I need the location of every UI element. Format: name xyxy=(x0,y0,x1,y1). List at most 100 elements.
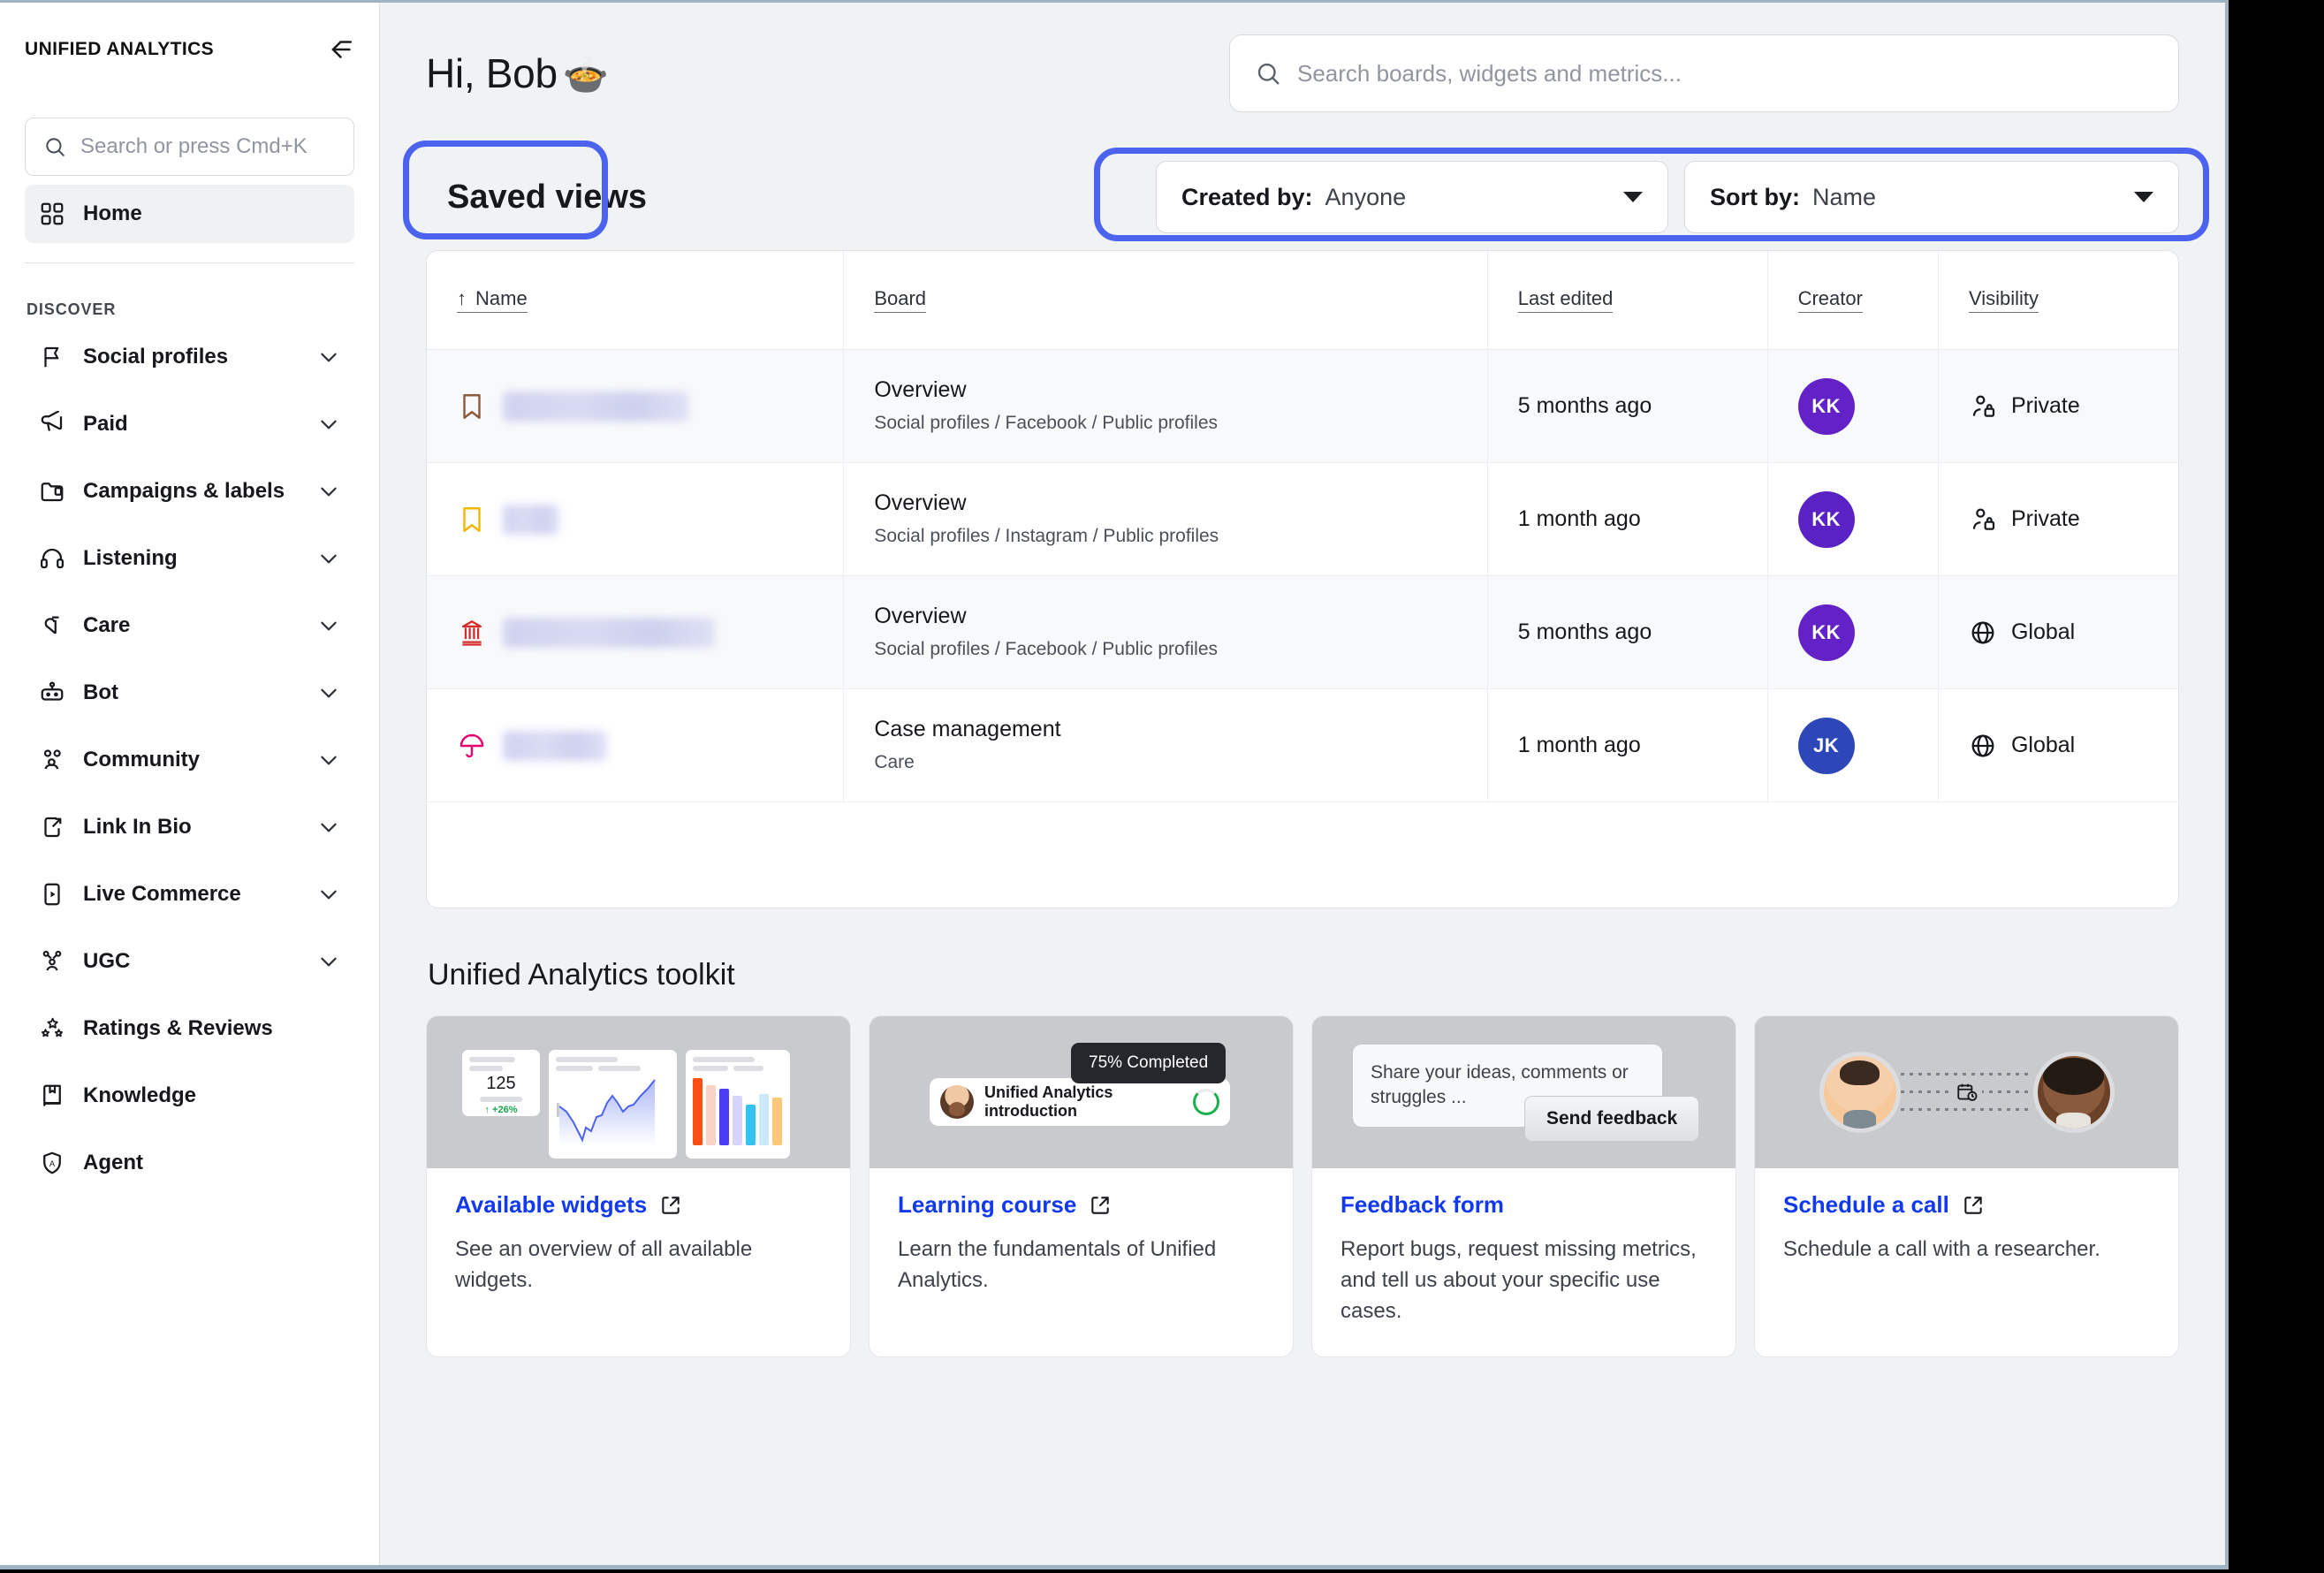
researcher-avatar-right xyxy=(2032,1052,2115,1133)
filter-group: Created by: Anyone Sort by: Name xyxy=(1156,161,2179,233)
table-header: ↑ Name Board Last edited Creator Visi xyxy=(427,251,2178,350)
column-header-board[interactable]: Board xyxy=(844,251,1488,349)
external-link-icon xyxy=(1089,1194,1112,1217)
sidebar-item-ratings-reviews[interactable]: Ratings & Reviews xyxy=(25,999,354,1058)
card-preview-schedule xyxy=(1755,1016,2178,1168)
send-feedback-button[interactable]: Send feedback xyxy=(1524,1096,1700,1142)
chevron-down-icon[interactable] xyxy=(1623,192,1643,202)
card-link-label: Learning course xyxy=(898,1191,1077,1218)
sidebar-item-label-home: Home xyxy=(83,201,142,225)
user-network-icon xyxy=(39,948,65,975)
sidebar-item-agent[interactable]: A Agent xyxy=(25,1134,354,1192)
sidebar-item-label-0: Social profiles xyxy=(83,345,229,369)
avatar: KK xyxy=(1797,377,1855,435)
toolkit-card-available-widgets[interactable]: 125 ↑ +26% xyxy=(426,1015,851,1358)
column-header-name[interactable]: ↑ Name xyxy=(427,251,845,349)
visibility-value: Global xyxy=(2010,619,2076,644)
chevron-down-icon[interactable] xyxy=(317,346,340,369)
available-widgets-link[interactable]: Available widgets xyxy=(455,1191,822,1219)
chevron-down-icon[interactable] xyxy=(317,547,340,570)
connection-dots xyxy=(1900,1066,2033,1119)
card-preview-feedback: Share your ideas, comments or struggles … xyxy=(1312,1016,1735,1168)
global-search-input[interactable]: Search boards, widgets and metrics... xyxy=(1229,34,2179,112)
column-header-last-edited[interactable]: Last edited xyxy=(1488,251,1768,349)
chevron-down-icon[interactable] xyxy=(317,816,340,839)
cell-creator: KK xyxy=(1768,463,1939,575)
toolkit-card-feedback-form[interactable]: Share your ideas, comments or struggles … xyxy=(1311,1015,1736,1358)
column-header-creator[interactable]: Creator xyxy=(1768,251,1939,349)
table-row[interactable]: Overview Social profiles / Instagram / P… xyxy=(427,463,2178,576)
sidebar-item-label-6: Community xyxy=(83,748,200,771)
cell-visibility: Private xyxy=(1939,350,2178,462)
greeting-text: Hi, Bob xyxy=(426,50,558,96)
sidebar-search-input[interactable]: Search or press Cmd+K xyxy=(25,118,354,176)
chevron-down-icon[interactable] xyxy=(317,749,340,771)
card-body: Learning course Learn the fundamentals o… xyxy=(870,1168,1293,1326)
cell-visibility: Global xyxy=(1939,689,2178,802)
cell-last-edited: 5 months ago xyxy=(1488,576,1768,688)
redacted-view-name xyxy=(503,730,607,761)
researcher-avatar-left xyxy=(1819,1052,1901,1133)
search-icon xyxy=(1255,60,1281,87)
card-link-label: Feedback form xyxy=(1340,1191,1504,1218)
sidebar-item-link-in-bio[interactable]: Link In Bio xyxy=(25,798,354,856)
created-by-value: Anyone xyxy=(1325,183,1407,210)
column-header-visibility[interactable]: Visibility xyxy=(1939,251,2178,349)
mini-line-chart-widget xyxy=(549,1050,677,1159)
toolkit-card-schedule-a-call[interactable]: Schedule a call Schedule a call with a r… xyxy=(1754,1015,2179,1358)
sidebar-search-placeholder: Search or press Cmd+K xyxy=(80,134,308,158)
created-by-select[interactable]: Created by: Anyone xyxy=(1156,161,1668,233)
grid-icon xyxy=(39,201,65,227)
chevron-down-icon[interactable] xyxy=(317,614,340,637)
sidebar-item-label-11: Knowledge xyxy=(83,1083,197,1107)
sidebar-item-ugc[interactable]: UGC xyxy=(25,932,354,991)
chevron-down-icon[interactable] xyxy=(2134,192,2153,202)
sidebar-item-bot[interactable]: Bot xyxy=(25,664,354,722)
schedule-a-call-link[interactable]: Schedule a call xyxy=(1783,1191,2150,1219)
card-link-label: Schedule a call xyxy=(1783,1191,1949,1218)
card-description: Learn the fundamentals of Unified Analyt… xyxy=(898,1237,1217,1292)
chevron-down-icon[interactable] xyxy=(317,950,340,973)
sparkline xyxy=(557,1079,656,1145)
sidebar-item-social-profiles[interactable]: Social profiles xyxy=(25,328,354,386)
cell-name[interactable] xyxy=(427,350,845,462)
sidebar-item-knowledge[interactable]: Knowledge xyxy=(25,1067,354,1125)
svg-text:A: A xyxy=(49,1159,56,1168)
saved-views-title: Saved views xyxy=(447,178,648,216)
chevron-down-icon[interactable] xyxy=(317,480,340,503)
redacted-view-name xyxy=(503,391,688,422)
sidebar-item-listening[interactable]: Listening xyxy=(25,529,354,588)
table-row[interactable]: Overview Social profiles / Facebook / Pu… xyxy=(427,576,2178,689)
chevron-down-icon[interactable] xyxy=(317,681,340,704)
shield-a-icon: A xyxy=(39,1150,65,1176)
collapse-sidebar-icon[interactable] xyxy=(324,34,354,65)
sidebar-item-paid[interactable]: Paid xyxy=(25,395,354,453)
chevron-down-icon[interactable] xyxy=(317,413,340,436)
sidebar-item-live-commerce[interactable]: Live Commerce xyxy=(25,865,354,923)
cell-name[interactable] xyxy=(427,463,845,575)
phone-arrow-icon xyxy=(39,814,65,840)
cell-name[interactable] xyxy=(427,576,845,688)
course-instructor-avatar xyxy=(940,1085,974,1119)
visibility-value: Private xyxy=(2010,393,2080,418)
table-row[interactable]: Case management Care 1 month ago JK xyxy=(427,689,2178,802)
sidebar-item-home[interactable]: Home xyxy=(25,185,354,243)
sidebar-item-care[interactable]: Care xyxy=(25,597,354,655)
toolkit-card-learning-course[interactable]: Unified Analytics introduction 75% Compl… xyxy=(869,1015,1294,1358)
card-preview-course: Unified Analytics introduction 75% Compl… xyxy=(870,1016,1293,1168)
table-row[interactable]: Overview Social profiles / Facebook / Pu… xyxy=(427,350,2178,463)
sidebar-item-campaigns-labels[interactable]: Campaigns & labels xyxy=(25,462,354,521)
stars-icon xyxy=(39,1015,65,1042)
sort-by-select[interactable]: Sort by: Name xyxy=(1684,161,2179,233)
chevron-down-icon[interactable] xyxy=(317,883,340,906)
course-name: Unified Analytics introduction xyxy=(984,1083,1113,1120)
folder-tag-icon xyxy=(39,478,65,505)
sidebar-item-community[interactable]: Community xyxy=(25,731,354,789)
learning-course-link[interactable]: Learning course xyxy=(898,1191,1265,1219)
cell-name[interactable] xyxy=(427,689,845,802)
feedback-form-link[interactable]: Feedback form xyxy=(1340,1191,1707,1219)
topbar: Hi, Bob 🍲 Search boards, widgets and metr… xyxy=(408,3,2197,144)
card-preview-widgets: 125 ↑ +26% xyxy=(427,1016,850,1168)
robot-icon xyxy=(39,680,65,706)
sidebar-item-label-8: Live Commerce xyxy=(83,882,241,906)
